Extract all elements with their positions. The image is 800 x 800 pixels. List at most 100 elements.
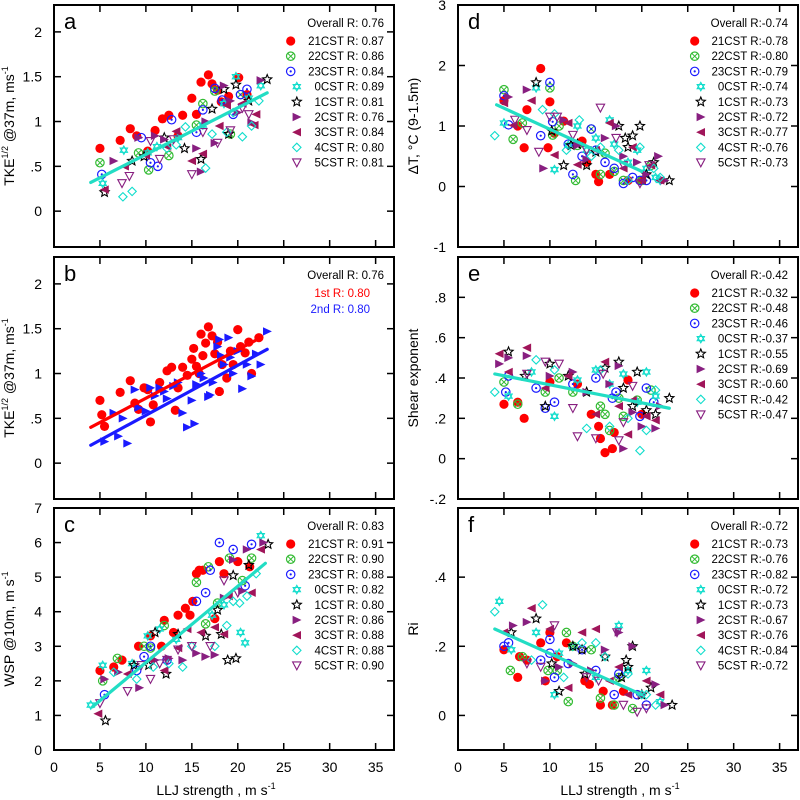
y-tick-label: .4 [434, 569, 446, 585]
data-point-3CST [563, 371, 573, 381]
data-point-2CST [135, 683, 145, 692]
data-point-3CST [99, 185, 109, 194]
data-point-0CST [618, 368, 628, 380]
data-point-1CST [242, 558, 255, 571]
marker-circle-dot [689, 66, 700, 77]
legend-marker [689, 303, 700, 313]
y-tick-label: 1.5 [23, 321, 43, 337]
y-axis-label-rest: @37m, ms [1, 326, 17, 398]
data-point-23CST [600, 157, 610, 168]
marker-star [694, 95, 707, 107]
data-point-4CST [531, 354, 542, 365]
data-point-2CST [134, 133, 144, 142]
data-point-1CST [149, 626, 162, 638]
data-point-22CST [198, 98, 208, 109]
data-point-4CST [574, 114, 585, 125]
series-4CST [489, 354, 661, 456]
data-point-2CST [160, 135, 169, 144]
data-layer [489, 596, 679, 718]
legend-marker [292, 81, 302, 92]
data-point-4CST [108, 667, 119, 678]
x-axis-label-sup: -1 [672, 781, 680, 791]
data-point-5CST [186, 642, 197, 652]
data-point-21CST [187, 93, 197, 103]
data-point-1CST [230, 652, 242, 664]
legend-entry: 21CST R:-0.78 [712, 36, 789, 48]
data-point-22CST [609, 166, 620, 177]
data-point-4CST [148, 662, 159, 673]
data-point-0CST [235, 627, 246, 638]
legend-entry: 1CST R:-0.55 [718, 349, 788, 361]
data-point-22CST [95, 157, 105, 168]
data-point-22CST [561, 627, 572, 638]
data-point-2CST [256, 76, 266, 85]
plot-frame [53, 4, 395, 248]
data-point-23CST [145, 641, 156, 652]
data-point-22CST [554, 373, 564, 383]
legend-entry: 5CST R: 0.90 [315, 661, 384, 673]
data-point-0CST [499, 117, 509, 129]
marker-triangle-right [292, 615, 302, 625]
data-point-3CST [210, 623, 220, 632]
data-point-23CST [139, 651, 149, 662]
data-point-4CST [127, 186, 138, 197]
marker-hexagram [696, 81, 706, 92]
series-5CST [509, 103, 655, 189]
y-tick-label: 1 [34, 366, 42, 382]
data-layer [489, 343, 676, 458]
data-point-3CST [503, 367, 513, 377]
marker-triangle-left [292, 128, 301, 137]
legend-entry: 3CST R: 0.84 [315, 127, 385, 139]
data-point-2CST [642, 170, 652, 179]
data-point-23CST [246, 539, 257, 550]
legend-entry: 0CST R: 0.89 [315, 82, 384, 94]
y-tick-label: .5 [30, 410, 42, 426]
data-point-0CST [240, 637, 250, 649]
data-point-3CST [614, 662, 624, 672]
data-point-5CST [544, 112, 556, 123]
series-23CST [99, 537, 257, 700]
data-point-1st [167, 362, 177, 372]
legend-marker [689, 51, 700, 61]
data-point-5CST [124, 171, 135, 182]
data-point-23CST [609, 163, 620, 174]
x-tick-label: 5 [500, 759, 508, 775]
data-point-5CST [212, 138, 223, 149]
data-point-23CST [547, 116, 558, 127]
data-point-1st [170, 405, 180, 415]
data-point-21CST [513, 672, 523, 683]
data-point-1st [187, 354, 197, 364]
data-point-22CST [595, 693, 606, 703]
panel-letter: e [468, 261, 480, 286]
data-point-4CST [221, 620, 232, 631]
data-point-2CST [109, 156, 119, 166]
legend-entry: 21CST R:-0.32 [712, 288, 789, 300]
data-point-4CST [623, 175, 633, 186]
data-point-1st [148, 400, 158, 410]
y-axis-label-sup: 1/2 [0, 146, 10, 159]
legend-entry: 0CST R:-0.74 [718, 82, 789, 94]
marker-triangle-left [292, 631, 301, 640]
marker-circle-dot [689, 569, 700, 580]
data-point-4CST [117, 191, 128, 202]
legend-entry: 5CST R:-0.47 [718, 410, 788, 422]
data-point-0CST [219, 599, 229, 611]
legend-marker [286, 539, 296, 549]
fit-line [89, 347, 269, 447]
marker-triangle-left [696, 128, 705, 137]
x-axis-label-sup: -1 [268, 781, 276, 791]
legend-marker [696, 81, 706, 92]
data-point-23CST [549, 397, 560, 407]
data-point-0CST [494, 596, 504, 607]
legend-marker [696, 615, 706, 625]
data-point-1CST [261, 73, 274, 85]
data-point-22CST [508, 134, 518, 145]
data-point-4CST [613, 145, 624, 156]
data-point-23CST [210, 83, 220, 94]
legend-entry: 23CST R:-0.46 [712, 318, 789, 330]
data-point-21CST [536, 63, 546, 74]
data-point-3CST [563, 118, 573, 128]
legend-marker [696, 631, 705, 640]
legend-marker [696, 112, 706, 122]
data-point-3CST [219, 629, 229, 639]
